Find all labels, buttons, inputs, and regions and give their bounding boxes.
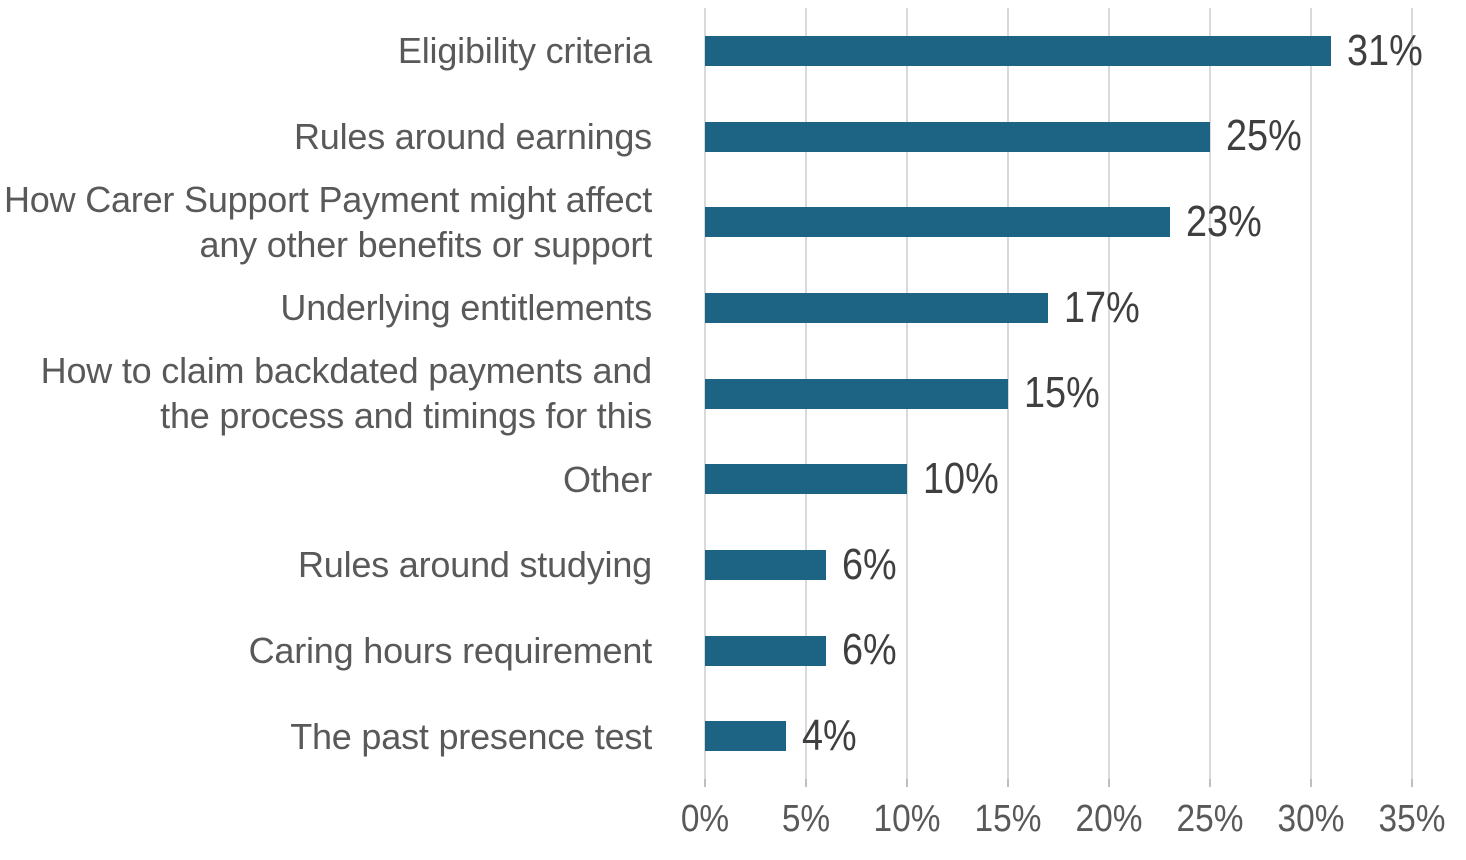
x-axis-tick-text: 10% bbox=[873, 798, 941, 840]
gridline bbox=[1007, 8, 1009, 779]
category-label: Eligibility criteria bbox=[397, 30, 652, 72]
gridline bbox=[1310, 8, 1312, 779]
value-label-text: 4% bbox=[801, 711, 857, 761]
value-label-text: 25% bbox=[1226, 111, 1302, 161]
value-label: 6% bbox=[842, 522, 906, 608]
x-axis-tick-label: 0% bbox=[678, 797, 733, 841]
x-axis-tick-text: 30% bbox=[1277, 798, 1345, 840]
value-label: 23% bbox=[1186, 179, 1274, 265]
bar bbox=[705, 721, 786, 752]
value-label-text: 6% bbox=[842, 539, 897, 589]
value-label: 4% bbox=[802, 693, 866, 779]
value-label-text: 10% bbox=[923, 454, 999, 504]
x-axis-tick-text: 0% bbox=[680, 798, 730, 840]
value-label: 15% bbox=[1024, 351, 1112, 437]
gridline bbox=[1209, 8, 1211, 779]
bar bbox=[705, 549, 827, 580]
axis-tick-mark bbox=[1310, 779, 1312, 787]
value-label: 17% bbox=[1064, 265, 1152, 351]
axis-tick-mark bbox=[1108, 779, 1110, 787]
value-label-text: 17% bbox=[1064, 282, 1141, 332]
bar bbox=[705, 121, 1210, 152]
value-label: 6% bbox=[842, 608, 906, 694]
bar bbox=[705, 378, 1008, 409]
bar bbox=[705, 635, 827, 666]
bar bbox=[705, 292, 1049, 323]
bar bbox=[705, 464, 907, 495]
category-label: How to claim backdated payments and the … bbox=[40, 350, 653, 437]
x-axis-tick-label: 5% bbox=[779, 797, 834, 841]
value-label-text: 23% bbox=[1185, 197, 1262, 247]
axis-tick-mark bbox=[805, 779, 807, 787]
axis-tick-mark bbox=[1411, 779, 1413, 787]
x-axis-tick-label: 30% bbox=[1273, 797, 1349, 841]
x-axis-tick-label: 35% bbox=[1374, 797, 1450, 841]
bar bbox=[705, 207, 1170, 238]
category-label: The past presence test bbox=[290, 715, 652, 757]
value-label: 25% bbox=[1226, 94, 1314, 180]
value-label: 31% bbox=[1347, 8, 1435, 94]
x-axis-tick-label: 15% bbox=[970, 797, 1046, 841]
axis-tick-mark bbox=[1209, 779, 1211, 787]
x-axis-tick-label: 25% bbox=[1172, 797, 1248, 841]
category-label: Rules around earnings bbox=[293, 115, 652, 157]
x-axis-tick-text: 5% bbox=[781, 798, 831, 840]
x-axis-tick-text: 15% bbox=[974, 798, 1042, 840]
value-label: 10% bbox=[923, 436, 1011, 522]
x-axis-tick-label: 20% bbox=[1071, 797, 1147, 841]
category-label: How Carer Support Payment might affect a… bbox=[3, 179, 652, 266]
x-axis-tick-text: 35% bbox=[1378, 798, 1446, 840]
category-label: Other bbox=[562, 458, 652, 500]
category-label: Rules around studying bbox=[297, 544, 652, 586]
bar bbox=[705, 35, 1332, 66]
x-axis-tick-text: 20% bbox=[1075, 798, 1143, 840]
gridline bbox=[1411, 8, 1413, 779]
x-axis-tick-label: 10% bbox=[869, 797, 945, 841]
value-label-text: 15% bbox=[1024, 368, 1100, 418]
category-label: Underlying entitlements bbox=[280, 287, 652, 329]
axis-tick-mark bbox=[1007, 779, 1009, 787]
gridline bbox=[1108, 8, 1110, 779]
value-label-text: 6% bbox=[842, 625, 897, 675]
value-label-text: 31% bbox=[1347, 25, 1423, 75]
axis-tick-mark bbox=[704, 779, 706, 787]
x-axis-tick-text: 25% bbox=[1176, 798, 1244, 840]
axis-tick-mark bbox=[906, 779, 908, 787]
category-label: Caring hours requirement bbox=[248, 629, 653, 671]
